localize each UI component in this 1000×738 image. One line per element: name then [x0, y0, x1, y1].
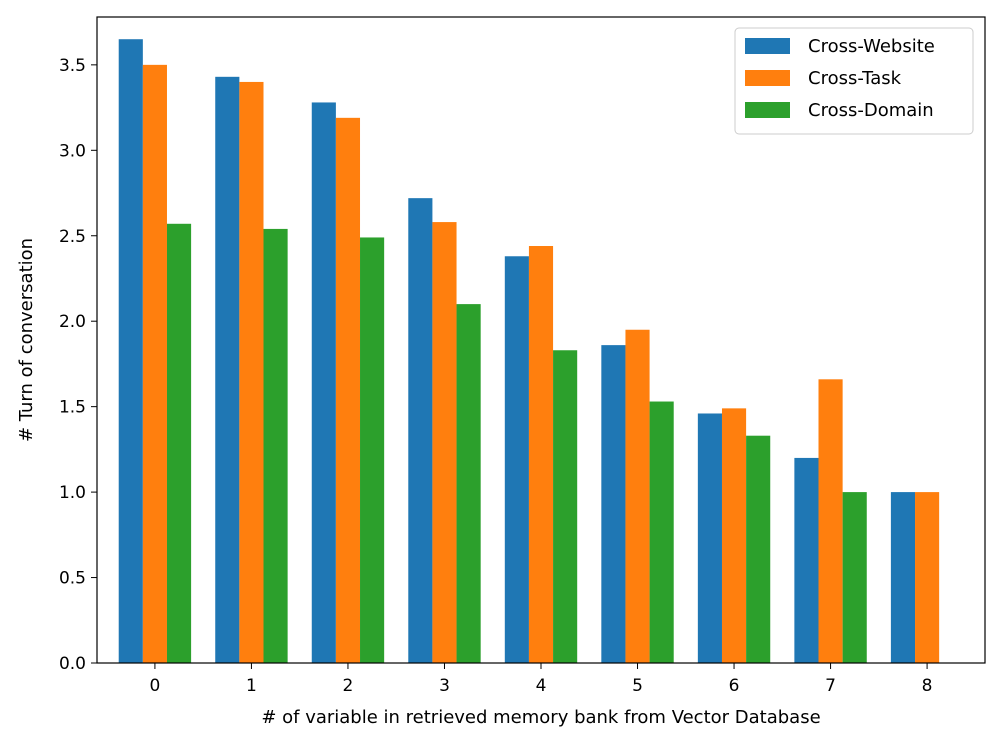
bar-cross-website-5 — [601, 345, 626, 663]
x-tick-label: 5 — [632, 676, 643, 696]
bar-cross-task-0 — [142, 64, 167, 663]
bar-cross-domain-3 — [456, 304, 481, 663]
bar-cross-website-2 — [311, 102, 336, 664]
bar-cross-domain-5 — [649, 401, 674, 663]
legend-swatch-cross-task — [745, 70, 790, 86]
y-tick-label: 3.5 — [59, 56, 86, 76]
x-tick-label: 2 — [343, 676, 354, 696]
legend: Cross-Website Cross-Task Cross-Domain — [734, 27, 974, 135]
bar-cross-domain-6 — [746, 435, 771, 663]
x-tick-label: 4 — [536, 676, 547, 696]
bar-cross-website-8 — [890, 492, 916, 663]
legend-label-cross-website: Cross-Website — [808, 36, 935, 57]
legend-box — [734, 27, 974, 135]
bar-cross-domain-2 — [360, 237, 385, 663]
bar-cross-task-5 — [625, 329, 650, 663]
y-tick-label: 3.0 — [59, 141, 86, 161]
legend-swatch-cross-website — [745, 38, 790, 54]
bar-cross-domain-4 — [553, 350, 578, 663]
legend-label-cross-domain: Cross-Domain — [808, 100, 934, 121]
bar-cross-task-4 — [528, 246, 554, 663]
bar-cross-domain-0 — [166, 223, 192, 663]
bar-cross-website-4 — [504, 256, 529, 663]
x-tick-label: 0 — [149, 676, 160, 696]
legend-label-cross-task: Cross-Task — [808, 68, 902, 89]
bar-cross-task-8 — [915, 492, 940, 663]
y-tick-label: 0.5 — [59, 569, 86, 589]
legend-swatch-cross-domain — [745, 102, 790, 118]
bar-cross-website-0 — [118, 39, 143, 664]
x-tick-label: 6 — [729, 676, 740, 696]
x-tick-label: 8 — [922, 676, 933, 696]
x-axis: 0 1 2 3 4 5 6 7 8 — [149, 663, 933, 696]
y-tick-label: 1.5 — [59, 398, 86, 418]
x-tick-label: 1 — [246, 676, 257, 696]
x-tick-label: 3 — [439, 676, 450, 696]
y-axis: 0.0 0.5 1.0 1.5 2.0 2.5 3.0 3.5 — [59, 56, 97, 674]
bar-cross-task-7 — [818, 379, 843, 663]
y-tick-label: 1.0 — [59, 483, 86, 503]
bar-cross-website-7 — [794, 457, 819, 663]
y-axis-label: # Turn of conversation — [16, 238, 37, 442]
bar-cross-task-6 — [721, 408, 747, 663]
bar-cross-task-1 — [239, 81, 264, 664]
bars-group — [118, 39, 940, 664]
bar-cross-domain-7 — [842, 492, 867, 663]
bar-cross-website-6 — [697, 413, 722, 663]
y-tick-label: 0.0 — [59, 654, 86, 674]
y-tick-label: 2.0 — [59, 312, 86, 332]
bar-cross-domain-1 — [263, 228, 288, 663]
bar-cross-website-1 — [215, 76, 240, 663]
x-tick-label: 7 — [825, 676, 836, 696]
x-axis-label: # of variable in retrieved memory bank f… — [261, 707, 820, 728]
bar-cross-website-3 — [408, 198, 433, 663]
y-tick-label: 2.5 — [59, 227, 86, 247]
bar-cross-task-2 — [335, 117, 361, 663]
bar-cross-task-3 — [432, 222, 457, 664]
